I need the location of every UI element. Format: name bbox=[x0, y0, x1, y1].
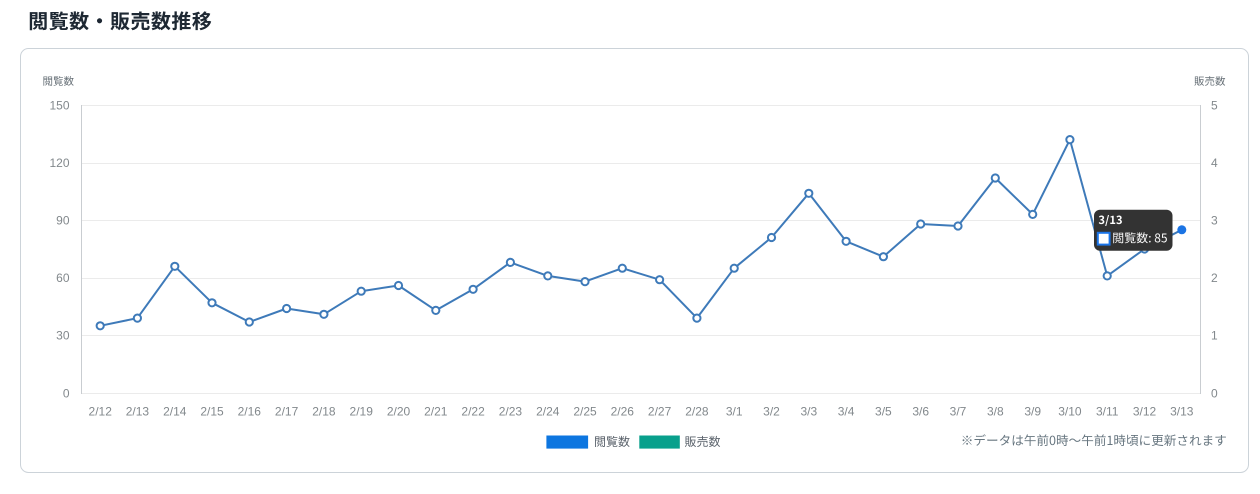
svg-text:3/8: 3/8 bbox=[987, 405, 1004, 419]
svg-text:2/19: 2/19 bbox=[350, 405, 374, 419]
svg-text:3/2: 3/2 bbox=[763, 405, 780, 419]
svg-text:2/23: 2/23 bbox=[499, 405, 523, 419]
svg-text:2/28: 2/28 bbox=[685, 405, 709, 419]
svg-text:3/13: 3/13 bbox=[1170, 405, 1194, 419]
svg-text:4: 4 bbox=[1211, 156, 1218, 170]
svg-text:3/3: 3/3 bbox=[800, 405, 817, 419]
svg-text:120: 120 bbox=[49, 156, 69, 170]
svg-text:0: 0 bbox=[63, 386, 70, 400]
svg-text:2/26: 2/26 bbox=[611, 405, 635, 419]
svg-text:3/6: 3/6 bbox=[912, 405, 929, 419]
svg-text:0: 0 bbox=[1211, 386, 1218, 400]
svg-text:2/15: 2/15 bbox=[200, 405, 224, 419]
svg-text:2/12: 2/12 bbox=[89, 405, 113, 419]
svg-text:2/20: 2/20 bbox=[387, 405, 411, 419]
svg-text:2/22: 2/22 bbox=[461, 405, 485, 419]
svg-text:2/14: 2/14 bbox=[163, 405, 187, 419]
svg-text:3/7: 3/7 bbox=[950, 405, 967, 419]
svg-text:1: 1 bbox=[1211, 329, 1218, 343]
svg-text:3: 3 bbox=[1211, 214, 1218, 228]
svg-text:2/17: 2/17 bbox=[275, 405, 299, 419]
svg-text:2/27: 2/27 bbox=[648, 405, 672, 419]
svg-text:2: 2 bbox=[1211, 271, 1218, 285]
svg-text:3/5: 3/5 bbox=[875, 405, 892, 419]
svg-text:2/16: 2/16 bbox=[238, 405, 262, 419]
svg-text:30: 30 bbox=[56, 329, 70, 343]
svg-text:2/21: 2/21 bbox=[424, 405, 448, 419]
svg-text:3/11: 3/11 bbox=[1096, 405, 1119, 419]
svg-text:2/25: 2/25 bbox=[573, 405, 597, 419]
svg-text:3/9: 3/9 bbox=[1024, 405, 1041, 419]
svg-text:2/18: 2/18 bbox=[312, 405, 336, 419]
svg-text:3/12: 3/12 bbox=[1133, 405, 1157, 419]
svg-text:60: 60 bbox=[56, 271, 70, 285]
svg-text:3/4: 3/4 bbox=[838, 405, 855, 419]
svg-text:2/13: 2/13 bbox=[126, 405, 150, 419]
svg-text:5: 5 bbox=[1211, 98, 1218, 112]
svg-text:90: 90 bbox=[56, 214, 70, 228]
svg-text:2/24: 2/24 bbox=[536, 405, 560, 419]
svg-text:150: 150 bbox=[49, 98, 69, 112]
svg-text:3/10: 3/10 bbox=[1058, 405, 1082, 419]
svg-text:3/1: 3/1 bbox=[726, 405, 743, 419]
